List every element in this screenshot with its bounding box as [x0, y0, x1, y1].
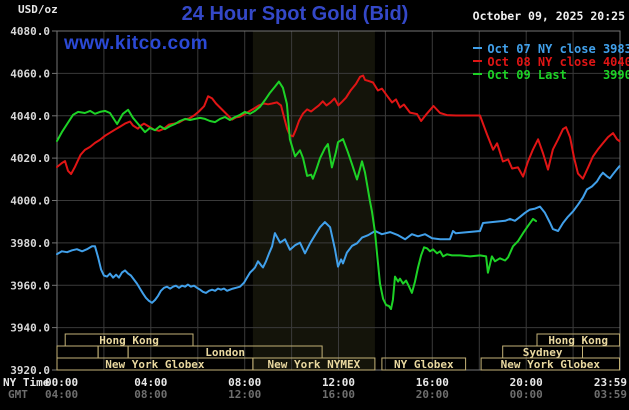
price-line-oct-08: [56, 74, 621, 180]
session-box: [381, 357, 467, 371]
y-axis-tick-label: 3920.0: [10, 364, 50, 377]
legend-label: Oct 07 NY close 3983.60: [487, 42, 629, 56]
page-title: 24 Hour Spot Gold (Bid): [181, 3, 409, 25]
session-box: [252, 357, 376, 371]
legend-row-oct07: Oct 07 NY close 3983.60: [430, 30, 629, 56]
x-tick-label-ny: 23:59: [594, 376, 627, 389]
y-axis-tick-label: 3980.0: [10, 237, 50, 250]
x-tick-label-ny: 12:00: [322, 376, 355, 389]
x-tick-label-ny: 08:00: [228, 376, 261, 389]
legend-row-oct09: Oct 09 Last 3990.30: [430, 56, 629, 82]
legend-dash-icon: [473, 73, 483, 75]
x-tick-label-gmt: 08:00: [134, 388, 167, 401]
price-line-oct-07: [56, 165, 621, 304]
y-axis-tick-label: 4060.0: [10, 67, 50, 80]
x-tick-label-gmt: 16:00: [322, 388, 355, 401]
x-tick-label-gmt: 03:59: [594, 388, 627, 401]
unit-label: USD/oz: [18, 3, 58, 16]
kitco-watermark: www.kitco.com: [64, 33, 209, 54]
legend-row-oct08: Oct 08 NY close 4040.10: [430, 43, 629, 69]
session-label: NY Globex: [394, 358, 454, 371]
x-tick-label-ny: 16:00: [416, 376, 449, 389]
session-box: [480, 357, 620, 371]
x-tick-label-ny: 00:00: [45, 376, 78, 389]
y-axis-tick-label: 4080.0: [10, 25, 50, 38]
x-tick-label-gmt: 12:00: [228, 388, 261, 401]
y-axis-tick-label: 3940.0: [10, 322, 50, 335]
session-label: London: [205, 346, 245, 359]
x-tick-label-gmt: 20:00: [416, 388, 449, 401]
y-axis-tick-label: 4000.0: [10, 195, 50, 208]
x-tick-label-gmt: 04:00: [45, 388, 78, 401]
legend-dash-icon: [473, 47, 483, 49]
y-axis-tick-label: 3960.0: [10, 279, 50, 292]
x-tick-label-gmt: 00:00: [510, 388, 543, 401]
session-label: New York Globex: [501, 358, 601, 371]
session-label: Hong Kong: [99, 334, 159, 347]
session-box: [56, 345, 99, 359]
legend-label: Oct 09 Last 3990.30: [487, 68, 629, 82]
session-label: New York Globex: [105, 358, 205, 371]
legend: Oct 07 NY close 3983.60 Oct 08 NY close …: [430, 30, 629, 82]
price-line-oct-09: [56, 80, 537, 310]
legend-label: Oct 08 NY close 4040.10: [487, 55, 629, 69]
session-label: Sydney: [523, 346, 563, 359]
x-axis-row-label-gmt: GMT: [8, 388, 28, 401]
x-tick-label-ny: 04:00: [134, 376, 167, 389]
session-box: [97, 345, 129, 359]
y-axis-tick-label: 4020.0: [10, 152, 50, 165]
legend-dash-icon: [473, 60, 483, 62]
session-label: New York NYMEX: [268, 358, 361, 371]
session-label: Hong Kong: [548, 334, 608, 347]
y-axis-tick-label: 4040.0: [10, 110, 50, 123]
x-axis-row-label-ny-time: NY Time: [3, 376, 50, 389]
chart-datetime: October 09, 2025 20:25: [472, 9, 625, 23]
x-tick-label-ny: 20:00: [510, 376, 543, 389]
